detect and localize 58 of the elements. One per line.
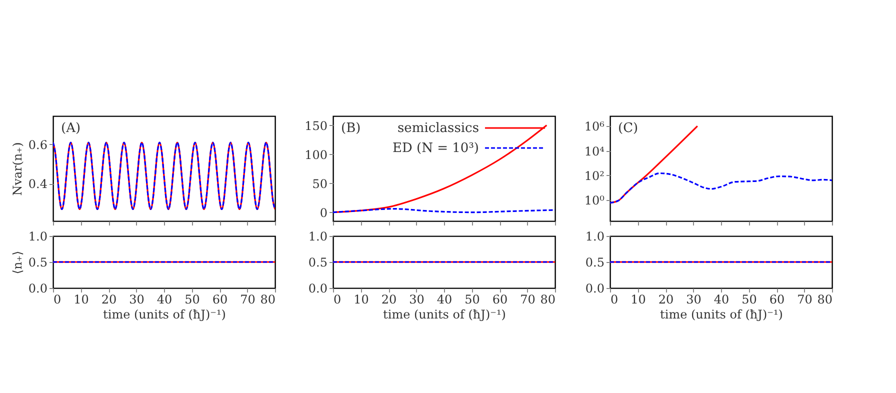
y-tick-label: 0.0: [308, 282, 328, 296]
x-tick-label: 80: [817, 292, 832, 306]
x-tick-label: 60: [769, 292, 785, 306]
annotation: (A): [61, 121, 81, 136]
line-series: [610, 172, 832, 204]
y-tick-label: 0.5: [308, 256, 328, 270]
x-tick-label: 0: [54, 292, 62, 306]
y-tick-label: 1.0: [28, 230, 48, 244]
x-axis-title: time (units of (ħJ)⁻¹): [660, 308, 783, 322]
x-tick-label: 80: [260, 292, 276, 306]
legend-label: semiclassics: [398, 121, 479, 136]
x-tick-label: 20: [101, 292, 117, 306]
y-tick-label: 0.0: [585, 282, 604, 296]
x-tick-label: 40: [436, 292, 452, 306]
x-tick-label: 70: [240, 292, 256, 306]
x-tick-label: 80: [540, 292, 556, 306]
x-tick-label: 50: [464, 292, 480, 306]
x-tick-label: 70: [797, 292, 812, 306]
x-tick-label: 10: [74, 292, 89, 306]
y-tick-label: 0.6: [28, 138, 48, 152]
x-tick-label: 60: [212, 292, 228, 306]
y-tick-label: 150: [304, 118, 328, 133]
annotation: (C): [618, 121, 638, 136]
y-tick-label: 0.0: [28, 282, 48, 296]
line-series: [53, 142, 275, 210]
y-tick-label: 10⁶: [584, 120, 605, 134]
annotation: (B): [341, 121, 361, 136]
y-tick-label: 0.5: [585, 256, 604, 270]
y-tick-label: 0.5: [28, 256, 48, 270]
y-tick-label: 50: [312, 176, 328, 191]
x-tick-label: 60: [492, 292, 508, 306]
x-tick-label: 30: [409, 292, 424, 306]
y-tick-label: 10⁰: [584, 194, 605, 208]
x-tick-label: 30: [686, 292, 702, 306]
y-axis-title: Nvar(n₊): [10, 142, 24, 196]
y-tick-label: 1.0: [585, 230, 604, 244]
x-tick-label: 0: [334, 292, 342, 306]
x-tick-label: 50: [184, 292, 200, 306]
y-tick-label: 10⁴: [584, 144, 605, 158]
y-tick-label: 1.0: [308, 230, 328, 244]
y-tick-label: 0.4: [28, 177, 48, 192]
y-tick-label: 0: [320, 206, 328, 220]
x-tick-label: 10: [354, 292, 369, 306]
y-tick-label: 10²: [584, 168, 605, 183]
x-tick-label: 0: [610, 292, 618, 306]
x-tick-label: 70: [520, 292, 536, 306]
x-tick-label: 10: [630, 292, 646, 306]
x-tick-label: 40: [156, 292, 172, 306]
x-tick-label: 50: [742, 292, 757, 306]
x-axis-title: time (units of (ħJ)⁻¹): [383, 308, 506, 322]
y-axis-title: ⟨n₊⟩: [10, 250, 24, 274]
x-tick-label: 40: [714, 292, 730, 306]
x-tick-label: 30: [129, 292, 144, 306]
x-tick-label: 20: [381, 292, 397, 306]
x-tick-label: 20: [658, 292, 674, 306]
x-axis-title: time (units of (ħJ)⁻¹): [103, 308, 226, 322]
legend-label: ED (N = 10³): [392, 141, 479, 156]
y-tick-label: 100: [304, 148, 328, 162]
